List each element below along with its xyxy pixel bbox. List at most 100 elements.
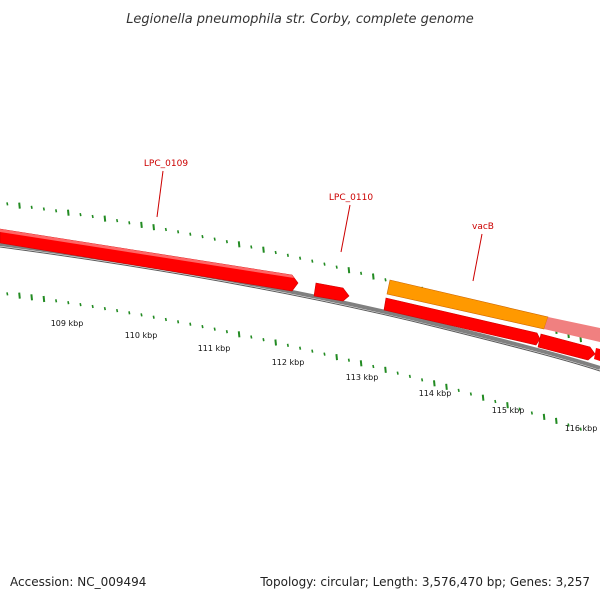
- gc-tick: [481, 394, 485, 401]
- gc-tick: [42, 295, 46, 303]
- gc-tick: [116, 218, 119, 223]
- gc-tick: [542, 413, 546, 420]
- gc-tick: [116, 308, 119, 313]
- gc-tick: [555, 417, 558, 424]
- gc-tick: [335, 354, 338, 361]
- gene-arrow-faded[interactable]: [544, 317, 600, 342]
- gc-tick: [177, 230, 180, 234]
- gc-tick: [225, 330, 228, 334]
- gene-arrow-reverse-3[interactable]: [594, 348, 600, 361]
- label-leader-lpc-0110: [340, 204, 351, 253]
- gc-tick: [286, 253, 289, 257]
- gc-tick: [79, 302, 82, 307]
- gc-tick: [469, 392, 472, 396]
- gc-tick: [189, 322, 192, 326]
- gc-tick: [457, 388, 460, 393]
- gc-tick: [237, 331, 241, 338]
- gc-tick: [91, 214, 94, 219]
- genome-summary-text: Topology: circular; Length: 3,576,470 bp…: [259, 575, 590, 589]
- gc-tick: [18, 292, 21, 299]
- genome-backbone-shadow: [0, 246, 600, 372]
- gc-tick: [30, 205, 33, 209]
- gc-tick: [518, 407, 521, 411]
- gc-tick: [164, 317, 167, 322]
- gc-tick: [55, 209, 58, 213]
- gc-tick: [103, 306, 106, 311]
- gc-tick: [445, 383, 448, 390]
- gc-tick: [274, 250, 277, 255]
- gc-tick: [262, 338, 265, 342]
- gc-tick: [262, 246, 265, 253]
- gc-tick: [250, 335, 253, 339]
- accession-text: Accession: NC_009494: [10, 575, 146, 589]
- label-leader-lpc-0109: [156, 170, 164, 218]
- gc-tick: [396, 371, 399, 375]
- gc-tick: [164, 227, 167, 232]
- gene-label-lpc-0109[interactable]: LPC_0109: [144, 159, 188, 169]
- gc-tick: [360, 271, 363, 275]
- gc-tick: [6, 292, 9, 296]
- scale-label: 114 kbp: [419, 389, 452, 398]
- gc-tick: [372, 364, 375, 369]
- gc-tick: [225, 240, 228, 244]
- gc-tick: [42, 207, 45, 211]
- gene-arrow-lpc-0109-highlight: [0, 229, 294, 278]
- scale-label: 115 kbp: [492, 406, 525, 415]
- gc-tick: [347, 358, 350, 362]
- gc-tick: [213, 327, 216, 331]
- scale-label: 113 kbp: [346, 373, 379, 382]
- gene-label-vacb[interactable]: vacB: [472, 222, 494, 232]
- gc-tick: [433, 380, 436, 387]
- gc-tick: [299, 346, 302, 350]
- gc-tick: [323, 262, 326, 266]
- gc-tick: [335, 265, 338, 269]
- gc-tick: [323, 352, 326, 356]
- gc-tick: [494, 399, 497, 404]
- gc-tick: [408, 374, 411, 379]
- gene-arrow-reverse-1[interactable]: [383, 297, 541, 346]
- gc-tick: [152, 224, 155, 231]
- scale-label: 110 kbp: [125, 331, 158, 340]
- gc-skew-track-outer: [6, 202, 582, 343]
- gc-tick: [201, 324, 204, 329]
- gc-tick: [579, 427, 582, 431]
- gc-tick: [347, 267, 351, 274]
- gc-tick: [359, 360, 363, 367]
- gc-tick: [30, 294, 33, 301]
- gc-skew-track-inner: [6, 292, 582, 431]
- gc-tick: [567, 423, 570, 427]
- gc-tick: [152, 315, 155, 319]
- gc-tick: [384, 366, 387, 373]
- gc-tick: [189, 232, 192, 236]
- gc-tick: [250, 245, 253, 249]
- map-title: Legionella pneumophila str. Corby, compl…: [126, 12, 474, 27]
- gc-tick: [128, 221, 131, 225]
- gc-tick: [67, 209, 70, 216]
- label-leader-vacb: [472, 233, 483, 282]
- gene-arrow-lpc-0110[interactable]: [313, 282, 350, 302]
- gene-arrow-reverse-2[interactable]: [537, 333, 596, 361]
- gc-tick: [237, 241, 241, 248]
- gc-tick: [286, 343, 289, 347]
- gc-tick: [140, 313, 143, 317]
- gc-tick: [128, 311, 131, 315]
- scale-label: 111 kbp: [198, 344, 231, 353]
- gc-tick: [103, 215, 107, 222]
- gc-tick: [213, 237, 216, 241]
- gc-tick: [91, 304, 94, 309]
- gc-tick: [18, 202, 21, 209]
- scale-label: 116 kbp: [565, 424, 598, 433]
- gc-tick: [55, 299, 58, 303]
- gc-tick: [177, 320, 180, 324]
- gc-tick: [201, 234, 204, 239]
- gc-tick: [299, 256, 302, 260]
- gc-tick: [372, 273, 375, 280]
- gc-tick: [384, 278, 387, 282]
- gene-label-lpc-0110[interactable]: LPC_0110: [329, 193, 373, 203]
- gc-tick: [79, 212, 82, 217]
- gc-tick: [67, 301, 70, 305]
- gc-tick: [274, 339, 277, 346]
- gc-tick: [140, 221, 143, 228]
- gc-tick: [421, 378, 424, 382]
